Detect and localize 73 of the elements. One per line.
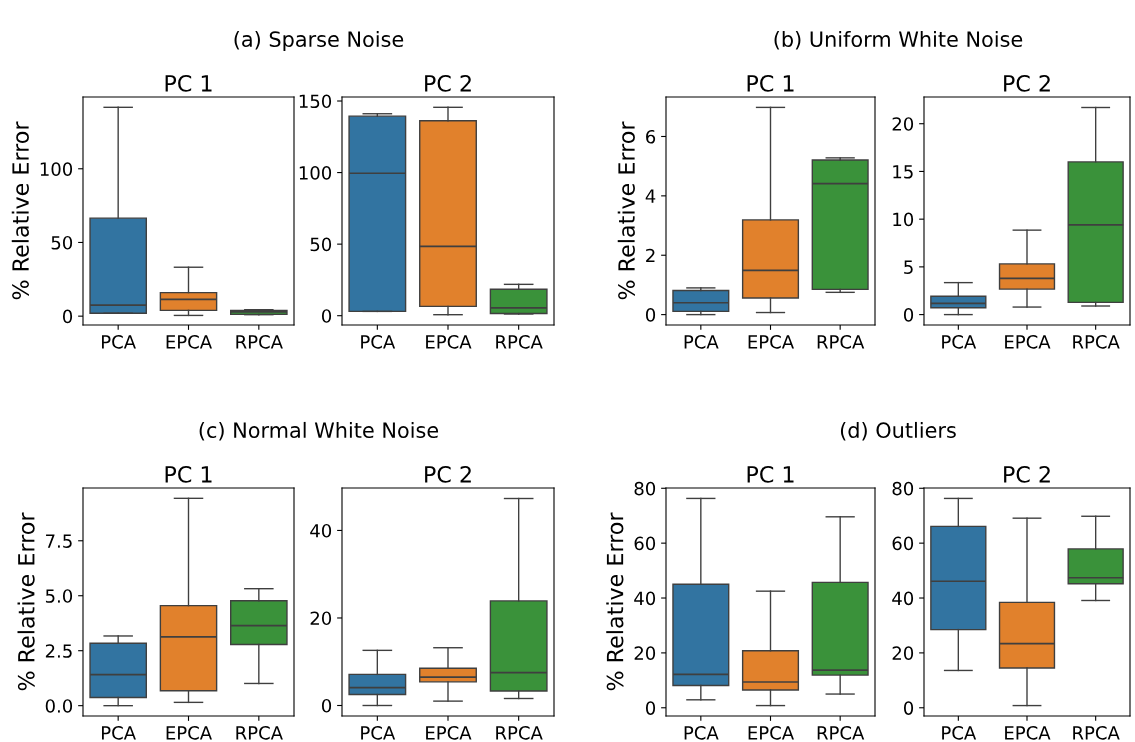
y-tick-label: 4: [645, 189, 656, 203]
y-tick-label: 100: [299, 166, 332, 180]
y-tick-label: 60: [892, 536, 914, 551]
y-tick-label: 40: [634, 591, 656, 606]
y-tick-label: 15: [893, 165, 913, 179]
y-tick-label: 6: [646, 129, 656, 144]
chart-title: PC 1: [165, 74, 212, 92]
y-tick-label: 150: [299, 94, 332, 109]
x-tick-label: EPCA: [166, 335, 212, 349]
x-tick-label: RPCA: [236, 335, 283, 349]
x-tick-label: RPCA: [496, 335, 543, 349]
text: (a) Sparse Noise: [234, 30, 404, 52]
x-tick-label: PCA: [684, 726, 719, 740]
x-tick-label: PCA: [942, 335, 977, 349]
y-tick-label: 20: [892, 646, 914, 661]
chart-title: PC 2: [425, 74, 471, 92]
y-tick-label: 5: [904, 260, 913, 274]
y-tick-label: 0: [645, 308, 656, 322]
y-tick-label: 0: [645, 701, 656, 715]
y-axis-title: % Relative Error: [11, 121, 29, 300]
x-tick-label: PCA: [361, 335, 396, 349]
x-tick-label: EPCA: [748, 726, 794, 740]
x-tick-label: RPCA: [496, 726, 543, 740]
chart-title: PC 2: [425, 465, 471, 483]
y-tick-label: 50: [310, 237, 332, 252]
x-tick-label: PCA: [102, 335, 136, 349]
y-tick-label: 2: [646, 248, 655, 263]
x-tick-label: RPCA: [817, 335, 865, 349]
x-tick-label: EPCA: [748, 335, 794, 349]
x-tick-label: EPCA: [426, 726, 472, 740]
y-tick-label: 50: [51, 235, 73, 250]
y-tick-label: 0: [321, 698, 332, 713]
chart-title: PC 2: [1004, 465, 1050, 483]
text: (b) Uniform White Noise: [774, 30, 1023, 50]
x-tick-label: EPCA: [426, 335, 472, 349]
y-tick-label: 2.5: [45, 644, 72, 658]
y-tick-label: 10: [893, 212, 914, 227]
y-axis-title: % Relative Error: [17, 512, 35, 691]
x-tick-label: EPCA: [166, 726, 212, 740]
text: (c) Normal White Noise: [199, 421, 439, 441]
chart-title: PC 1: [165, 465, 212, 483]
x-tick-label: RPCA: [817, 726, 865, 740]
y-tick-label: 7.5: [46, 534, 72, 548]
x-tick-label: EPCA: [1005, 726, 1051, 740]
x-tick-label: EPCA: [1005, 335, 1051, 349]
y-tick-label: 80: [634, 481, 656, 496]
y-tick-label: 100: [40, 162, 73, 176]
y-tick-label: 60: [634, 536, 656, 551]
y-tick-label: 0: [903, 701, 914, 715]
x-tick-label: PCA: [102, 726, 136, 740]
y-tick-label: 20: [634, 646, 656, 661]
x-tick-label: RPCA: [1073, 335, 1120, 349]
y-tick-label: 40: [310, 523, 332, 538]
x-tick-label: RPCA: [236, 726, 283, 740]
x-tick-label: PCA: [361, 726, 396, 740]
y-tick-label: 40: [892, 591, 914, 606]
y-tick-label: 20: [892, 117, 914, 131]
x-tick-label: RPCA: [1073, 726, 1120, 740]
x-tick-label: PCA: [684, 335, 719, 349]
y-axis-title: % Relative Error: [606, 512, 624, 691]
chart-title: PC 1: [747, 465, 794, 483]
x-tick-label: PCA: [942, 726, 977, 740]
y-tick-label: 0.0: [45, 699, 73, 713]
y-tick-label: 0: [321, 309, 332, 323]
y-tick-label: 20: [310, 611, 332, 626]
chart-title: PC 1: [747, 74, 794, 92]
y-tick-label: 0: [903, 308, 914, 322]
chart-title: PC 2: [1004, 74, 1050, 92]
y-axis-title: % Relative Error: [617, 121, 635, 300]
y-tick-label: 80: [892, 481, 914, 496]
y-tick-label: 0: [62, 309, 73, 324]
text: (d) Outliers: [840, 421, 956, 441]
y-tick-label: 5.0: [45, 589, 73, 603]
